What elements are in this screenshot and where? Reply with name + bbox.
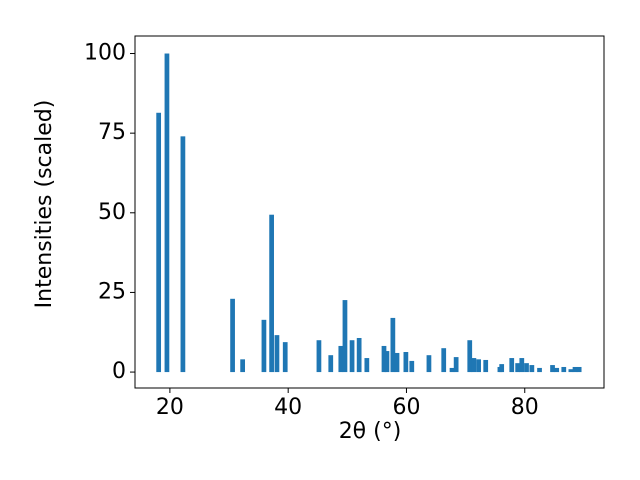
bar — [403, 352, 409, 373]
y-tick-label: 100 — [84, 41, 126, 66]
bar — [524, 363, 529, 373]
bar — [156, 112, 162, 373]
bar — [282, 342, 288, 373]
bar — [349, 340, 355, 373]
bar — [269, 214, 274, 373]
bar — [561, 366, 567, 373]
bar — [342, 300, 348, 373]
bar — [554, 367, 560, 373]
y-tick-label: 0 — [112, 359, 126, 384]
x-axis-label: 2θ (°) — [339, 419, 402, 444]
bar — [483, 359, 489, 373]
bar — [316, 340, 322, 373]
bar — [261, 319, 267, 373]
y-tick-label: 25 — [98, 279, 126, 304]
y-tick-label: 50 — [98, 200, 126, 225]
x-tick-label: 20 — [156, 395, 184, 420]
bar — [529, 365, 535, 373]
y-axis-label: Intensities (scaled) — [32, 100, 57, 309]
bar — [240, 359, 246, 373]
bar — [390, 317, 396, 373]
plot-frame — [134, 35, 605, 389]
bar — [453, 357, 459, 373]
x-tick-label: 80 — [511, 395, 539, 420]
x-tick-label: 60 — [392, 395, 420, 420]
bar — [550, 365, 555, 373]
bar — [364, 358, 370, 373]
bar — [328, 355, 334, 373]
bar — [449, 367, 455, 373]
bar — [441, 348, 447, 373]
bar — [519, 358, 525, 373]
bar — [394, 352, 400, 373]
bar — [180, 136, 186, 373]
bar — [356, 337, 362, 373]
bar — [572, 366, 578, 373]
bar — [426, 355, 432, 373]
y-tick-label: 75 — [98, 120, 126, 145]
bar — [471, 358, 477, 373]
bar — [409, 360, 415, 373]
x-tick-label: 40 — [274, 395, 302, 420]
bar — [576, 366, 582, 373]
bar — [499, 364, 505, 373]
bar — [467, 340, 473, 373]
bar — [164, 53, 170, 373]
bar — [338, 345, 344, 373]
bar — [515, 363, 521, 373]
bar — [230, 298, 235, 373]
bar — [384, 351, 390, 373]
bar — [509, 358, 515, 373]
bar — [568, 369, 574, 373]
bar — [476, 359, 481, 373]
bar — [274, 335, 280, 373]
bar — [381, 345, 387, 373]
bar — [537, 367, 542, 373]
